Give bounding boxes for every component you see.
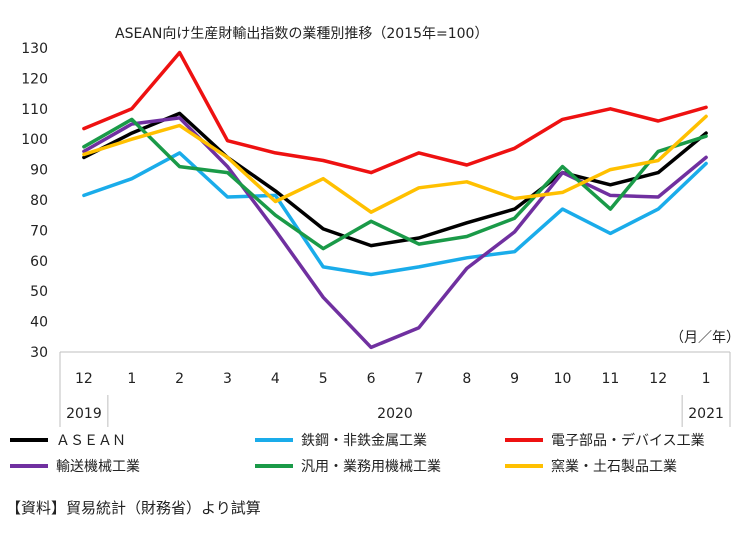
y-tick-label: 130 <box>21 41 48 57</box>
legend-label: 鉄鋼・非鉄金属工業 <box>301 433 427 449</box>
series-line <box>82 50 708 175</box>
x-tick-label: 9 <box>510 371 519 387</box>
x-tick-label: 4 <box>271 371 280 387</box>
x-tick-label: 8 <box>462 371 471 387</box>
series-line <box>82 116 708 350</box>
axis-unit-label: （月／年） <box>670 330 740 346</box>
y-tick-label: 90 <box>30 163 48 179</box>
x-tick-label: 12 <box>75 371 93 387</box>
x-tick-label: 10 <box>554 371 572 387</box>
x-tick-label: 1 <box>127 371 136 387</box>
y-tick-label: 60 <box>30 254 48 270</box>
legend-label: 電子部品・デバイス工業 <box>551 432 705 449</box>
x-tick-label: 7 <box>414 371 423 387</box>
y-tick-label: 110 <box>21 102 48 118</box>
y-tick-label: 100 <box>21 132 48 148</box>
series-line <box>82 151 708 277</box>
y-tick-label: 30 <box>30 345 48 361</box>
x-tick-label: 6 <box>367 371 376 387</box>
legend-label: 輸送機械工業 <box>56 459 140 475</box>
legend-label: 窯業・土石製品工業 <box>551 458 677 475</box>
source-note: 【資料】貿易統計（財務省）より試算 <box>6 499 261 517</box>
series-line <box>82 114 708 214</box>
legend-label: 汎用・業務用機械工業 <box>301 459 441 475</box>
series-layer <box>82 50 708 350</box>
x-tick-label: 5 <box>319 371 328 387</box>
x-tick-label: 2 <box>175 371 184 387</box>
year-label: 2020 <box>377 406 413 422</box>
x-tick-label: 1 <box>702 371 711 387</box>
series-line <box>82 117 708 251</box>
year-label: 2019 <box>66 406 102 422</box>
series-line <box>82 111 708 248</box>
y-tick-label: 70 <box>30 223 48 239</box>
y-tick-label: 80 <box>30 193 48 209</box>
year-label: 2021 <box>688 406 724 422</box>
y-tick-label: 40 <box>30 315 48 331</box>
y-tick-label: 50 <box>30 284 48 300</box>
chart-title: ASEAN向け生産財輸出指数の業種別推移（2015年=100） <box>115 26 488 42</box>
x-tick-label: 3 <box>223 371 232 387</box>
x-tick-label: 11 <box>601 371 619 387</box>
y-tick-label: 120 <box>21 71 48 87</box>
x-tick-label: 12 <box>649 371 667 387</box>
legend-label: ＡＳＥＡＮ <box>56 433 126 449</box>
